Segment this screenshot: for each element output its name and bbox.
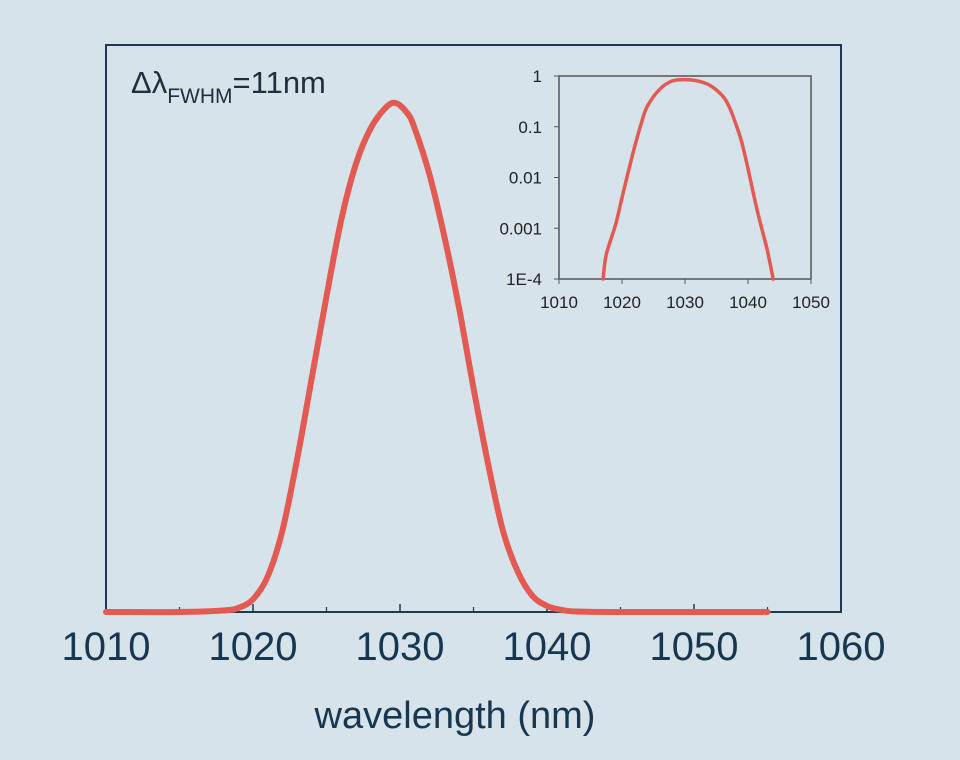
fwhm-suffix: =11nm bbox=[233, 65, 326, 100]
inset-x-tick-label: 1010 bbox=[540, 293, 578, 312]
inset-x-ticks bbox=[558, 279, 812, 284]
inset-x-tick-label: 1030 bbox=[666, 293, 704, 312]
fwhm-subscript: FWHM bbox=[167, 85, 232, 108]
inset-x-tick-label: 1020 bbox=[603, 293, 641, 312]
fwhm-prefix: Δλ bbox=[131, 65, 168, 100]
fwhm-annotation: ΔλFWHM=11nm bbox=[131, 65, 326, 108]
inset-y-ticks bbox=[554, 75, 559, 280]
main-spectrum-line bbox=[103, 99, 771, 616]
inset-y-tick-label: 0.1 bbox=[518, 118, 542, 137]
inset-y-tick-label: 0.001 bbox=[499, 219, 542, 238]
main-x-tick-label: 1050 bbox=[650, 625, 739, 669]
main-x-tick-labels: 1010 1020 1030 1040 1050 1060 bbox=[62, 625, 886, 669]
main-x-tick-label: 1060 bbox=[797, 625, 886, 669]
inset-y-tick-label: 1 bbox=[533, 67, 542, 86]
main-x-tick-label: 1020 bbox=[209, 625, 298, 669]
main-x-ticks bbox=[105, 604, 842, 612]
inset-chart: 1010 1020 1030 1040 1050 1 0.1 0.01 0.001 1E-4 bbox=[499, 67, 829, 312]
main-x-tick-label: 1030 bbox=[356, 625, 445, 669]
inset-x-tick-label: 1040 bbox=[729, 293, 767, 312]
inset-plot-frame bbox=[558, 75, 812, 280]
main-plot-frame bbox=[105, 44, 842, 613]
main-x-axis-label: wavelength (nm) bbox=[314, 695, 596, 737]
inset-y-tick-label: 0.01 bbox=[509, 169, 542, 188]
inset-x-tick-labels: 1010 1020 1030 1040 1050 bbox=[540, 293, 830, 312]
main-x-tick-label: 1040 bbox=[503, 625, 592, 669]
main-x-tick-label: 1010 bbox=[62, 625, 151, 669]
inset-spectrum-line bbox=[601, 77, 775, 281]
inset-y-tick-label: 1E-4 bbox=[506, 270, 542, 289]
inset-y-tick-labels: 1 0.1 0.01 0.001 1E-4 bbox=[499, 67, 542, 289]
inset-x-tick-label: 1050 bbox=[792, 293, 830, 312]
